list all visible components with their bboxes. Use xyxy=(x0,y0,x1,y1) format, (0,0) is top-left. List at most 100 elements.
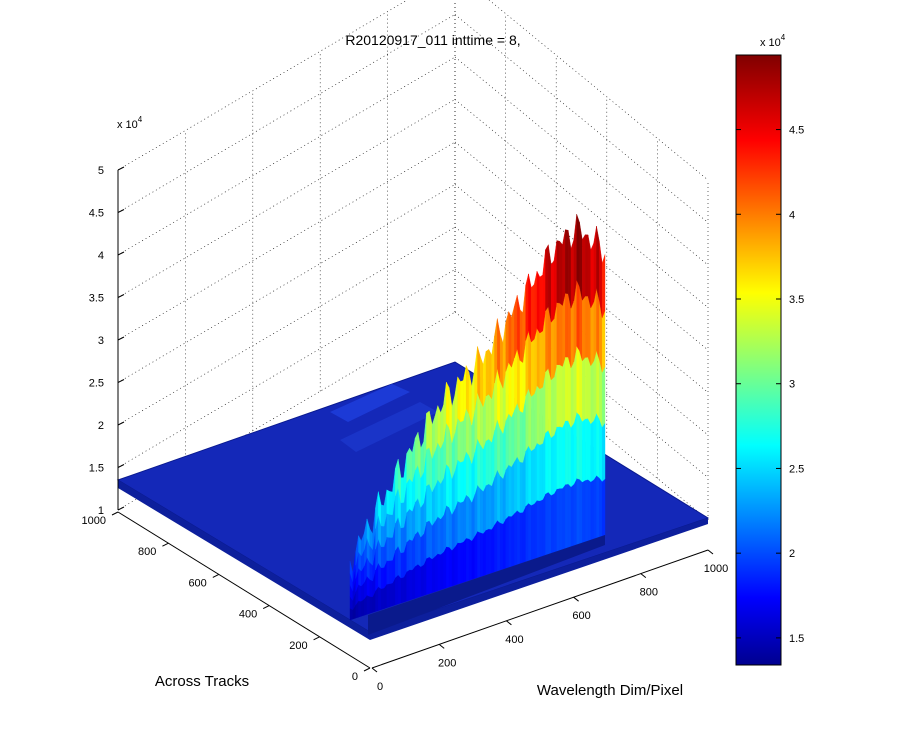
surface-patch xyxy=(483,485,487,534)
y-tick-label: 800 xyxy=(138,546,156,558)
y-tick-label: 400 xyxy=(239,609,257,621)
surface-patch xyxy=(389,560,393,584)
surface-patch xyxy=(389,514,393,538)
surface-patch xyxy=(522,506,526,563)
surface-patch xyxy=(497,519,501,572)
surface-patch xyxy=(457,417,461,463)
surface-patch xyxy=(358,600,362,618)
x-tick xyxy=(707,549,714,555)
surface-patch xyxy=(514,348,518,411)
surface-patch xyxy=(400,477,404,504)
surface-patch xyxy=(451,509,455,551)
z-tick-label: 3 xyxy=(98,335,104,347)
surface-patch xyxy=(508,464,512,517)
surface-patch xyxy=(519,309,523,364)
surface-patch xyxy=(426,447,430,487)
surface-patch xyxy=(488,528,492,574)
surface-patch xyxy=(582,233,586,301)
z-tick xyxy=(117,294,125,298)
grid-line xyxy=(117,14,456,213)
surface-patch xyxy=(369,596,373,614)
surface-patch xyxy=(415,464,419,503)
surface-patch xyxy=(545,429,549,495)
surface-patch xyxy=(420,502,424,538)
surface-patch xyxy=(576,411,580,480)
surface-patch xyxy=(420,441,424,478)
surface-patch xyxy=(556,426,560,490)
y-tick xyxy=(313,636,320,641)
grid-line xyxy=(454,14,709,223)
surface-patch xyxy=(576,280,580,352)
x-tick-label: 800 xyxy=(640,587,658,599)
surface-patch xyxy=(545,367,549,434)
surface-patch xyxy=(468,538,472,581)
colorbar: 1.5 2 2.5 3 3.5 4 4.5 x 104 xyxy=(735,33,804,666)
surface-patch xyxy=(568,483,572,548)
surface-patch xyxy=(434,515,438,557)
surface-patch xyxy=(568,420,572,488)
surface-patch xyxy=(437,553,441,591)
surface-patch xyxy=(576,478,580,545)
surface-patch xyxy=(514,402,518,463)
surface-patch xyxy=(508,311,512,368)
surface-patch xyxy=(480,488,484,534)
surface-patch xyxy=(400,552,404,579)
surface-patch xyxy=(542,432,546,500)
surface-patch xyxy=(602,478,606,537)
surface-patch xyxy=(514,510,518,566)
z-tick xyxy=(117,464,125,468)
surface-patch xyxy=(488,438,492,487)
surface-patch xyxy=(511,460,515,517)
surface-patch xyxy=(587,357,591,424)
surface-patch xyxy=(480,356,484,407)
colorbar-exponent-label: x 104 xyxy=(760,33,786,49)
surface-patch xyxy=(534,443,538,505)
surface-patch xyxy=(548,491,552,555)
x-tick-label: 1000 xyxy=(704,563,728,575)
surface-patch xyxy=(349,607,353,621)
surface-patch xyxy=(528,388,532,452)
y-tick-label: 1000 xyxy=(82,515,106,527)
z-tick-label: 5 xyxy=(98,165,104,177)
colorbar-tick-label: 3.5 xyxy=(789,294,804,306)
grid-line xyxy=(117,99,456,298)
surface-patch xyxy=(488,349,492,400)
surface-patch xyxy=(536,327,540,390)
surface-patch xyxy=(389,491,393,516)
surface-patch xyxy=(400,527,404,554)
surface-patch xyxy=(420,472,424,509)
surface-patch xyxy=(400,502,404,529)
surface-ridge xyxy=(330,384,410,422)
surface-floor-edge-right xyxy=(370,518,708,640)
surface-patch xyxy=(590,243,594,308)
surface-patch xyxy=(457,542,461,585)
surface-patch xyxy=(485,483,489,531)
surface-patch xyxy=(440,514,444,555)
surface-patch xyxy=(406,569,410,602)
surface-patch xyxy=(386,583,390,608)
surface-patch xyxy=(429,519,433,560)
surface-patch xyxy=(437,479,441,520)
surface-patch xyxy=(369,579,373,597)
surface-patch xyxy=(505,464,509,520)
surface-patch xyxy=(398,574,402,605)
surface-patch xyxy=(426,556,430,595)
surface-patch xyxy=(366,594,370,615)
surface-patch xyxy=(531,503,535,560)
surface-patch xyxy=(556,240,560,304)
surface-patch xyxy=(579,478,583,544)
z-tick xyxy=(117,251,125,256)
surface-patch xyxy=(409,508,413,541)
grid-line xyxy=(454,311,709,521)
surface-patch xyxy=(449,546,453,588)
surface-patch xyxy=(525,445,529,507)
surface-patch xyxy=(480,443,484,492)
surface-patch xyxy=(548,430,552,496)
surface-patch xyxy=(358,584,362,602)
surface-patch xyxy=(383,583,387,609)
surface-patch xyxy=(454,542,458,586)
surface-patch xyxy=(570,422,574,488)
surface-patch xyxy=(562,357,566,428)
surface-patch xyxy=(406,448,410,484)
